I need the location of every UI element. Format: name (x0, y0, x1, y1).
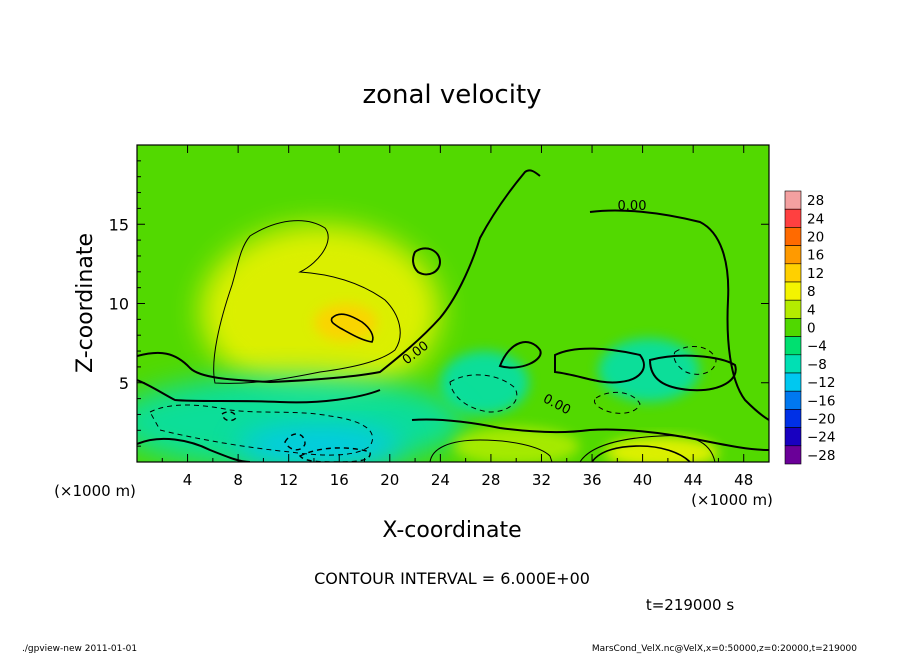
zero-contour-lower (137, 418, 769, 462)
x-tick-label: 4 (183, 471, 193, 489)
zero-contour-main (137, 169, 541, 404)
colorbar-label: 24 (807, 211, 824, 227)
footer-left: ./gpview-new 2011-01-01 (22, 644, 137, 654)
colorbar-swatch (784, 318, 802, 337)
x-axis-label: X-coordinate (382, 518, 521, 543)
contour-plus6 (213, 220, 401, 384)
colorbar-swatch (784, 281, 802, 301)
colorbar-label: 16 (807, 248, 824, 264)
x-tick-label: 48 (734, 471, 753, 489)
colorbar-label: 8 (807, 284, 816, 300)
x-axis: 4 8 12 16 20 24 28 32 36 40 44 48 (161, 145, 753, 489)
colorbar-swatch (784, 263, 802, 283)
colorbar-swatch (784, 208, 802, 228)
region-negative-min (238, 423, 403, 462)
contour-minus6-b (449, 374, 518, 413)
colorbar-label: 12 (807, 266, 824, 282)
colorbar-swatch (784, 299, 802, 319)
region-positive-bottom-mid (453, 427, 580, 462)
x-tick-label: 32 (532, 471, 551, 489)
colorbar-swatch (784, 336, 802, 356)
colorbar-swatch (784, 372, 802, 392)
region-negative-right (598, 338, 700, 402)
colorbar-swatch (784, 427, 802, 447)
colorbar-swatch (784, 445, 802, 465)
region-positive-bottom-right (604, 436, 719, 462)
y-tick-label: 15 (109, 215, 129, 234)
x-tick-label: 8 (233, 471, 243, 489)
x-unit-label: (×1000 m) (691, 491, 773, 509)
contour-interval-text: CONTOUR INTERVAL = 6.000E+00 (314, 569, 590, 588)
colorbar-swatch (784, 390, 802, 410)
colorbar-swatch (784, 354, 802, 374)
x-tick-label: 24 (431, 471, 450, 489)
colorbar-label: −28 (807, 448, 836, 464)
x-tick-label: 20 (380, 471, 399, 489)
x-tick-label: 44 (684, 471, 703, 489)
colorbar-swatch (784, 190, 802, 210)
colorbar-swatch (784, 409, 802, 428)
y-tick-label: 10 (109, 295, 129, 314)
contour-label: 0.00 (618, 199, 647, 214)
y-axis: 5 10 15 (109, 160, 769, 447)
plot-area: 0.00 0.00 0.00 (136, 144, 770, 463)
colorbar-label: −8 (807, 357, 827, 373)
colorbar-label: −12 (807, 375, 836, 391)
y-tick-label: 5 (119, 374, 129, 393)
x-tick-label: 28 (481, 471, 500, 489)
x-tick-label: 16 (330, 471, 349, 489)
x-tick-label: 40 (633, 471, 652, 489)
time-text: t=219000 s (646, 596, 734, 614)
region-negative-mid (440, 351, 529, 415)
x-tick-label: 36 (582, 471, 601, 489)
chart-title: zonal velocity (362, 80, 541, 110)
contour-minus6-a (149, 404, 373, 456)
contour-plus6-bottom (429, 435, 716, 462)
colorbar-label: −4 (807, 339, 827, 355)
contour-minus6-c (593, 345, 717, 414)
colorbar-label: 0 (807, 321, 816, 337)
zero-contour-right (412, 209, 769, 421)
colorbar-swatch (784, 227, 802, 246)
y-axis-label: Z-coordinate (73, 233, 98, 373)
x-tick-label: 12 (279, 471, 298, 489)
footer-right: MarsCond_VelX.nc@VelX,x=0:50000,z=0:2000… (592, 644, 857, 654)
colorbar: 28 24 20 16 12 8 4 0 −4 −8 −12 −16 −20 −24 −28 (784, 190, 836, 465)
colorbar-label: −24 (807, 430, 836, 446)
colorbar-label: 4 (807, 302, 816, 318)
colorbar-label: −16 (807, 393, 836, 409)
contour-plus12 (330, 313, 374, 343)
y-unit-label: (×1000 m) (54, 482, 136, 500)
colorbar-label: 20 (807, 230, 824, 246)
colorbar-swatch (784, 245, 802, 265)
region-max-core (313, 303, 378, 342)
colorbar-label: 28 (807, 193, 824, 209)
colorbar-label: −20 (807, 412, 836, 428)
contour-plus12-bottom (591, 445, 691, 462)
